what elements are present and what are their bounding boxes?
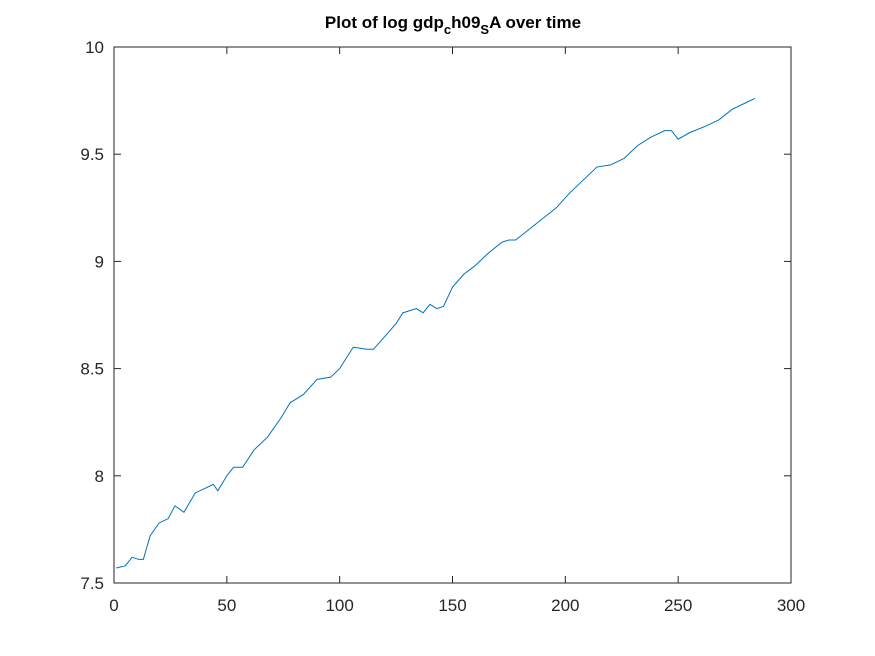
y-tick-label: 9 xyxy=(95,252,104,271)
title-part: S xyxy=(480,22,489,37)
chart-title: Plot of log gdpch09SA over time xyxy=(325,13,581,37)
y-tick-label: 8 xyxy=(95,467,104,486)
x-tick-label: 100 xyxy=(325,596,353,615)
x-tick-label: 250 xyxy=(664,596,692,615)
x-tick-label: 50 xyxy=(217,596,236,615)
x-tick-label: 150 xyxy=(438,596,466,615)
y-tick-label: 8.5 xyxy=(80,360,104,379)
x-tick-label: 300 xyxy=(777,596,805,615)
x-tick-label: 0 xyxy=(109,596,118,615)
title-part: A over time xyxy=(489,13,581,32)
title-part: Plot of log gdp xyxy=(325,13,444,32)
y-tick-label: 9.5 xyxy=(80,145,104,164)
title-part: c xyxy=(444,22,451,37)
y-tick-label: 7.5 xyxy=(80,574,104,593)
x-tick-label: 200 xyxy=(551,596,579,615)
title-part: h09 xyxy=(451,13,480,32)
data-line xyxy=(116,98,756,569)
y-tick-label: 10 xyxy=(85,38,104,57)
